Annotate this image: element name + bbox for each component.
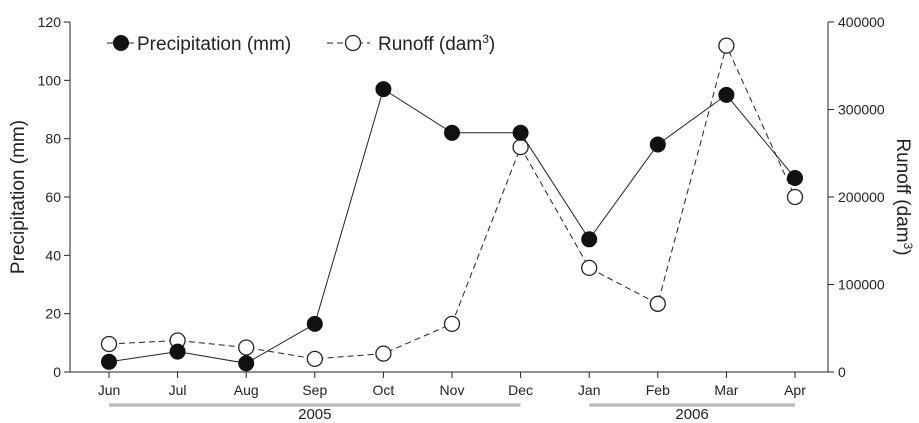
runoff-line [108,44,796,360]
legend: Precipitation (mm) Runoff (dam3) [107,32,495,55]
x-tick-label: Jun [98,382,121,398]
right-axis-title-close: ) [892,249,913,255]
x-tick-label: Jan [578,382,601,398]
left-tick-label: 40 [45,247,61,263]
left-tick-label: 120 [38,14,62,30]
left-tick-label: 0 [53,364,61,380]
precipitation-point [649,136,666,153]
runoff-point [718,37,735,54]
x-tick-label: Jul [169,382,187,398]
precipitation-point [512,124,529,141]
legend-runoff-label-main: Runoff (dam [378,34,482,55]
left-tick-label: 20 [45,306,61,322]
left-tick-label: 80 [45,131,61,147]
runoff-point [649,295,666,312]
legend-runoff-label-close: ) [489,34,495,55]
runoff-point [100,335,118,353]
right-tick-label: 100000 [838,277,885,293]
right-tick-label: 300000 [838,102,885,118]
series-points [100,37,804,372]
x-tick-label: Apr [784,382,806,398]
runoff-point [443,315,461,333]
precipitation-point [718,86,735,103]
year-group-label: 2006 [675,406,708,423]
x-tick-label: Nov [440,382,465,398]
left-axis-title: Precipitation (mm) [8,120,29,274]
precipitation-point [238,355,255,372]
precipitation-point [306,315,323,332]
precipitation-point [581,231,598,248]
legend-runoff-label-sup: 3 [482,32,489,46]
x-tick-label: Feb [646,382,670,398]
legend-precip-label: Precipitation (mm) [137,34,291,55]
right-axis-ticks: 0 100000 200000 300000 400000 [828,14,885,380]
precipitation-point [101,353,117,370]
series-lines [108,44,796,364]
runoff-point [238,339,255,356]
legend-runoff-marker [344,34,362,52]
precipitation-point [787,170,803,186]
x-tick-label: Dec [508,382,533,398]
right-tick-label: 200000 [838,189,885,205]
legend-precip-marker [113,35,129,51]
x-axis-ticks: Jun Jul Aug Sep Oct Nov Dec Jan Feb Mar Apr [98,372,806,398]
year-group-bars: 2005 2006 [109,403,795,423]
runoff-point [375,345,392,362]
year-group-label: 2005 [298,406,331,423]
right-tick-label: 0 [838,364,846,380]
left-axis-ticks: 0 20 40 60 80 100 120 [38,14,70,380]
runoff-point [512,138,529,156]
right-tick-label: 400000 [838,14,885,30]
x-tick-label: Oct [373,382,395,398]
x-tick-label: Sep [302,382,327,398]
left-tick-label: 100 [38,72,62,88]
runoff-point [306,350,323,368]
right-axis-title-main: Runoff (dam [892,138,913,242]
right-axis-title: Runoff (dam3) [892,138,915,255]
runoff-point [786,188,804,206]
left-tick-label: 60 [45,189,61,205]
x-tick-label: Mar [714,382,738,398]
precipitation-point [169,343,186,360]
right-axis-title-sup: 3 [901,243,915,250]
runoff-point [581,259,598,277]
x-tick-label: Aug [234,382,259,398]
legend-runoff-label: Runoff (dam3) [378,32,495,55]
precipitation-point [375,81,392,98]
precipitation-point [444,124,460,141]
